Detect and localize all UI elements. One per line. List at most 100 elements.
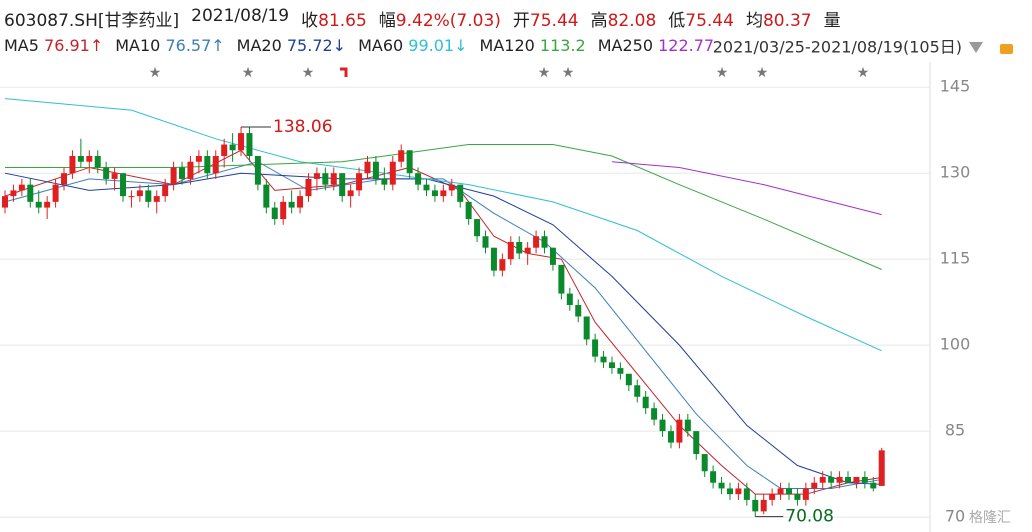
quote-label: 高 (590, 11, 608, 31)
ma-line (4, 149, 882, 495)
candle-body (415, 173, 422, 185)
star-icon: ★ (756, 65, 769, 81)
candle-body (297, 196, 304, 208)
quote-value: 82.08 (607, 11, 657, 31)
quote-value: 9.42%(7.03) (395, 11, 501, 31)
ma-name: MA20 (236, 36, 282, 55)
candle-body (431, 190, 438, 197)
quote-item: 开75.44 (513, 6, 579, 31)
candle-body (44, 201, 51, 208)
candle-body (752, 499, 759, 512)
candle-body (389, 161, 396, 185)
candle-body (693, 431, 700, 455)
ma-value: 76.57↑ (165, 36, 225, 55)
candle-body (608, 362, 615, 369)
candle-body (18, 184, 25, 191)
quote-label: 低 (668, 11, 686, 31)
candle-body (718, 482, 725, 489)
candle-body (617, 368, 624, 374)
candle-body (35, 201, 42, 208)
star-icon: ★ (562, 65, 575, 81)
ma-item: MA10 76.57↑ (115, 36, 224, 55)
candle-body (398, 150, 405, 162)
quote-label: 幅 (378, 11, 396, 31)
candle-body (465, 201, 472, 220)
candle-body (128, 196, 135, 198)
ma-item: MA120 113.2 (480, 36, 586, 55)
candle-body (474, 219, 481, 237)
candle-body (676, 419, 683, 443)
ma-value: 113.2 (539, 36, 586, 55)
ma-line (4, 172, 882, 485)
candle-body (634, 385, 641, 397)
candle-body (785, 488, 792, 495)
quote-item: 低75.44 (668, 6, 734, 31)
candle-body (870, 482, 877, 489)
candle-body (684, 419, 691, 432)
quote-label: 均 (745, 11, 763, 31)
candle-body (103, 167, 110, 179)
quote-label: 收 (301, 11, 319, 31)
quote-value: 75.44 (529, 11, 579, 31)
candle-body (524, 247, 531, 254)
candle-body (305, 178, 312, 197)
candle-body (204, 156, 211, 174)
ma-value: 76.91↑ (44, 36, 104, 55)
candle-body (77, 156, 84, 162)
star-icon: ★ (716, 65, 729, 81)
candle-body (583, 316, 590, 340)
candle-body (2, 196, 8, 208)
star-icon: ★ (242, 65, 255, 81)
star-icon: ★ (538, 65, 551, 81)
star-icon: ★ (149, 65, 162, 81)
candle-body (313, 173, 320, 179)
dropdown-icon[interactable] (969, 42, 983, 53)
candle-body (735, 488, 742, 495)
candle-body (52, 184, 59, 202)
candle-body (575, 305, 582, 317)
ma-name: MA120 (479, 36, 535, 55)
symbol: 603087.SH[甘李药业] (4, 11, 180, 31)
lock-icon[interactable] (1000, 44, 1013, 54)
candle-body (861, 476, 868, 483)
watermark: 格隆汇 (969, 510, 1011, 526)
candle-body (845, 476, 851, 483)
candle-body (356, 173, 363, 191)
candle-body (777, 488, 784, 495)
candle-body (423, 184, 430, 191)
candle-body (364, 161, 371, 174)
quote-label: 量 (823, 11, 841, 31)
candle-body (490, 247, 497, 271)
y-tick-label: 145 (940, 77, 971, 96)
event-marker (340, 67, 348, 77)
ma-line (4, 161, 882, 489)
candle-body (61, 173, 68, 185)
quote-item: 收81.65 (301, 6, 367, 31)
candle-body (263, 184, 270, 208)
candle-body (280, 201, 287, 220)
candle-body (659, 419, 666, 432)
candle-body (878, 450, 885, 486)
quote-item: 高82.08 (591, 6, 657, 31)
candle-body (499, 259, 506, 271)
candle-body (111, 173, 118, 179)
candle-body (533, 236, 540, 248)
candle-body (221, 144, 228, 156)
ma-value: 99.01↓ (408, 36, 468, 55)
candle-body (457, 184, 464, 202)
date: 2021/08/19 (191, 6, 290, 26)
y-tick-label: 85 (945, 421, 965, 440)
candle-body (726, 488, 733, 495)
candle-body (743, 488, 750, 500)
quote-value: 80.37 (762, 11, 812, 31)
ma-name: MA5 (4, 36, 39, 55)
candle-body (179, 167, 186, 179)
ma-name: MA60 (358, 36, 404, 55)
candle-body (120, 173, 127, 197)
star-icon: ★ (857, 65, 870, 81)
candle-body (288, 201, 295, 208)
ma-line (4, 98, 882, 352)
ma-line (611, 161, 882, 216)
candle-body (212, 156, 219, 174)
candle-body (406, 150, 413, 174)
